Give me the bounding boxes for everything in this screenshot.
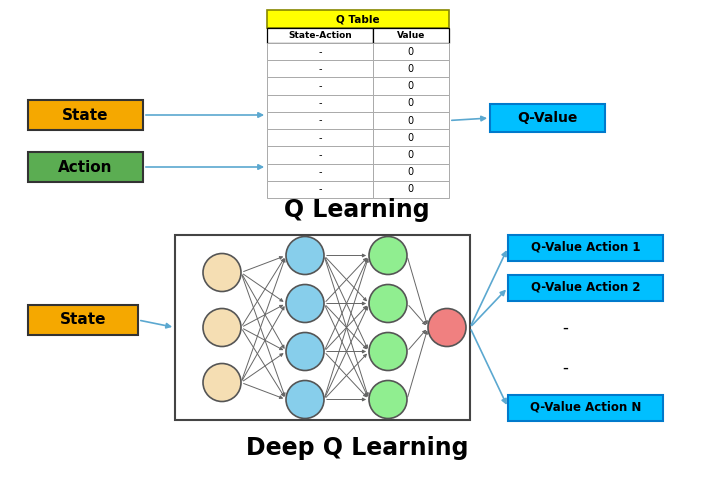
Circle shape [203,308,241,346]
Text: Value: Value [396,31,425,40]
Text: 0: 0 [408,132,414,142]
Bar [490,104,605,132]
Text: State-Action: State-Action [288,31,352,40]
Text: Q-Value Action 1: Q-Value Action 1 [531,241,640,254]
Circle shape [369,284,407,323]
Bar [175,235,470,420]
Bar [267,28,373,43]
Circle shape [286,236,324,275]
Text: Q-Value Action 2: Q-Value Action 2 [531,281,640,294]
Bar [267,43,373,60]
Bar [267,181,373,198]
Bar [267,10,449,28]
Bar [28,305,138,335]
Text: -: - [318,116,321,126]
Circle shape [286,380,324,418]
Circle shape [369,332,407,370]
Bar [373,43,449,60]
Text: Deep Q Learning: Deep Q Learning [246,436,468,460]
Circle shape [286,332,324,370]
Bar [28,100,143,130]
Bar [508,274,663,300]
Bar [267,94,373,112]
Circle shape [369,236,407,275]
Bar [373,60,449,78]
Text: Q-Value: Q-Value [518,111,578,125]
Circle shape [428,308,466,346]
Bar [267,78,373,94]
Text: 0: 0 [408,64,414,74]
Text: -: - [318,184,321,194]
Text: 0: 0 [408,98,414,108]
Text: Q Learning: Q Learning [284,198,430,222]
Text: -: - [318,167,321,177]
Text: 0: 0 [408,184,414,194]
Bar [508,234,663,260]
Text: Q Table: Q Table [336,14,380,24]
Text: -: - [318,132,321,142]
Bar [267,60,373,78]
Text: State: State [60,312,106,328]
Circle shape [203,364,241,402]
Bar [28,152,143,182]
Circle shape [203,254,241,292]
Bar [373,146,449,164]
Bar [373,112,449,129]
Bar [373,78,449,94]
Text: -: - [318,46,321,56]
Bar [267,164,373,181]
Text: 0: 0 [408,46,414,56]
Bar [508,394,663,420]
Bar [267,112,373,129]
Text: 0: 0 [408,81,414,91]
Text: State: State [62,108,109,122]
Circle shape [286,284,324,323]
Text: -: - [563,318,568,336]
Bar [373,181,449,198]
Bar [373,94,449,112]
Text: 0: 0 [408,116,414,126]
Bar [373,164,449,181]
Text: 0: 0 [408,150,414,160]
Circle shape [369,380,407,418]
Text: -: - [318,64,321,74]
Text: Action: Action [59,160,113,174]
Text: 0: 0 [408,167,414,177]
Text: -: - [318,81,321,91]
Text: Q-Value Action N: Q-Value Action N [530,401,641,414]
Text: -: - [318,150,321,160]
Bar [373,28,449,43]
Text: -: - [563,358,568,376]
Bar [267,146,373,164]
Bar [267,129,373,146]
Text: -: - [318,98,321,108]
Bar [373,129,449,146]
